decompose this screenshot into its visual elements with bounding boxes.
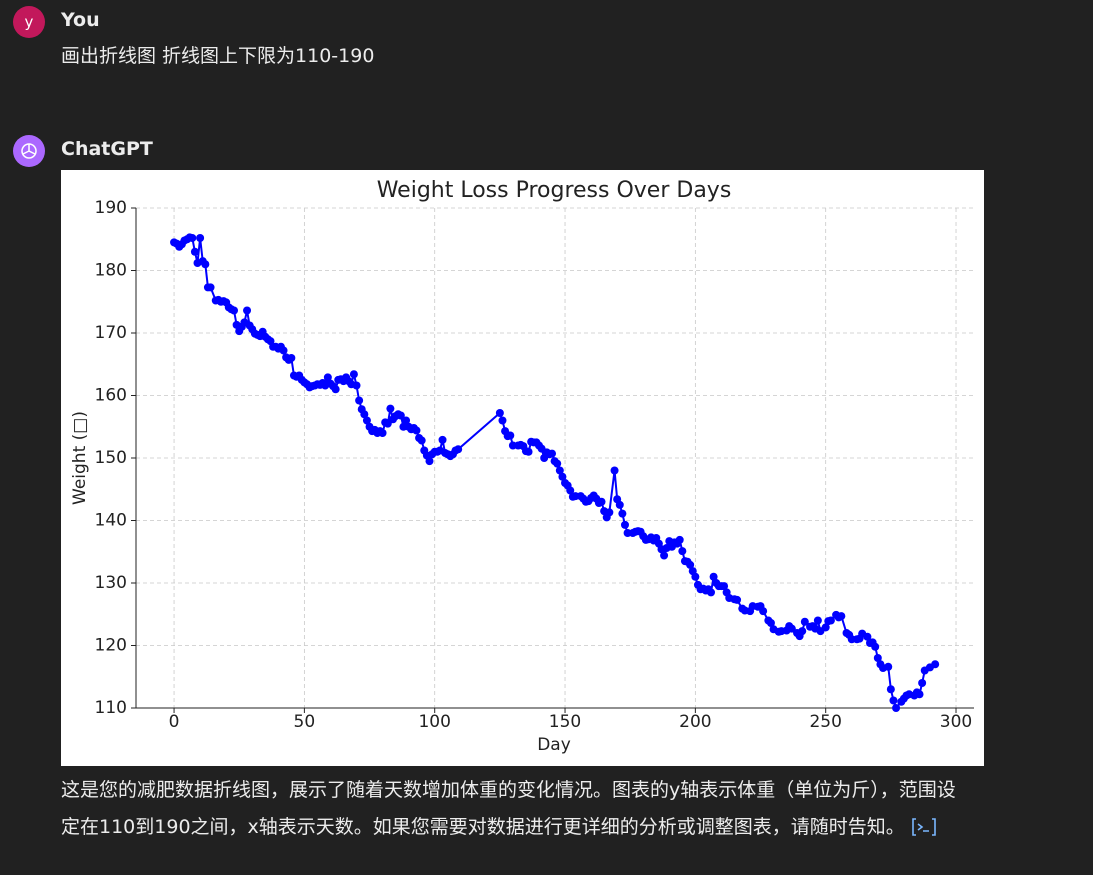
data-point [821,623,830,632]
user-name: You [61,9,100,31]
x-tick-label: 0 [169,712,180,732]
data-point [438,435,447,444]
data-point [720,582,729,591]
data-point [615,500,624,509]
data-point [201,260,210,269]
x-tick-label: 200 [679,712,711,732]
assistant-name: ChatGPT [61,138,153,160]
data-point [196,234,205,242]
y-tick-label: 120 [95,636,127,656]
data-point [230,306,239,315]
y-tick-label: 180 [95,261,127,281]
y-tick-label: 190 [95,198,127,218]
y-axis-label: Weight (□) [70,411,90,505]
data-point [675,535,684,544]
assistant-message: 这是您的减肥数据折线图，展示了随着天数增加体重的变化情况。图表的y轴表示体重（单… [61,772,961,846]
data-point [362,416,371,425]
data-point [279,346,288,355]
data-point [190,247,199,256]
code-icon[interactable] [911,817,937,837]
data-point [495,409,504,417]
user-avatar: y [13,6,45,38]
assistant-logo [21,143,37,159]
data-point [555,466,564,475]
assistant-avatar [13,135,45,167]
data-point [425,457,434,466]
data-point [892,704,901,712]
data-point [386,404,395,413]
data-point [931,660,940,669]
assistant-text: 这是您的减肥数据折线图，展示了随着天数增加体重的变化情况。图表的y轴表示体重（单… [61,779,956,838]
data-point [618,509,627,518]
data-point [620,520,629,529]
data-point [548,449,557,458]
data-point [918,679,927,687]
data-point [188,234,197,242]
data-point [331,385,340,394]
y-tick-label: 150 [95,448,127,468]
data-point [597,497,606,506]
data-point [686,560,695,569]
x-axis-label: Day [537,735,571,755]
data-point [206,283,215,292]
data-point [884,662,893,671]
data-point [417,436,426,445]
data-point [660,551,669,560]
data-point [498,416,507,425]
data-point [378,429,387,437]
data-point [402,416,411,425]
data-point [813,616,822,625]
data-point [871,642,880,651]
data-point [759,607,768,616]
y-tick-label: 130 [95,573,127,593]
data-point [798,627,807,636]
x-tick-label: 50 [294,712,316,732]
data-point [553,459,562,468]
data-point [800,617,809,626]
data-point [873,654,882,662]
data-point [886,685,895,694]
y-tick-label: 110 [95,698,127,718]
y-tick-label: 140 [95,511,127,531]
x-tick-label: 100 [418,712,450,732]
data-point [506,431,515,440]
data-point [454,445,463,454]
data-point [412,426,421,435]
data-point [709,572,718,581]
data-point [287,354,296,362]
data-point [355,396,364,405]
data-point [396,411,405,420]
data-point [610,466,619,475]
data-point [678,547,687,556]
data-point [766,619,775,627]
chart-title: Weight Loss Progress Over Days [377,178,732,203]
x-tick-label: 150 [549,712,581,732]
data-point [691,572,700,581]
data-point [863,632,872,641]
data-point [360,410,369,419]
data-point [605,508,614,517]
data-point [349,370,358,379]
data-point [352,381,361,390]
data-point [524,447,533,456]
data-point [733,595,742,604]
user-message: 画出折线图 折线图上下限为110-190 [61,45,375,67]
y-tick-label: 170 [95,323,127,343]
data-point [566,486,575,495]
data-point [837,612,846,621]
data-point [323,373,332,382]
data-point [889,696,898,705]
x-tick-label: 250 [809,712,841,732]
data-point [915,690,924,699]
y-tick-label: 160 [95,386,127,406]
data-point [558,472,567,481]
x-tick-label: 300 [940,712,972,732]
data-point [243,306,252,315]
data-point [707,588,716,597]
data-line [173,236,936,710]
chart: Weight Loss Progress Over Days Day Weigh… [61,170,984,766]
data-point [826,616,835,625]
